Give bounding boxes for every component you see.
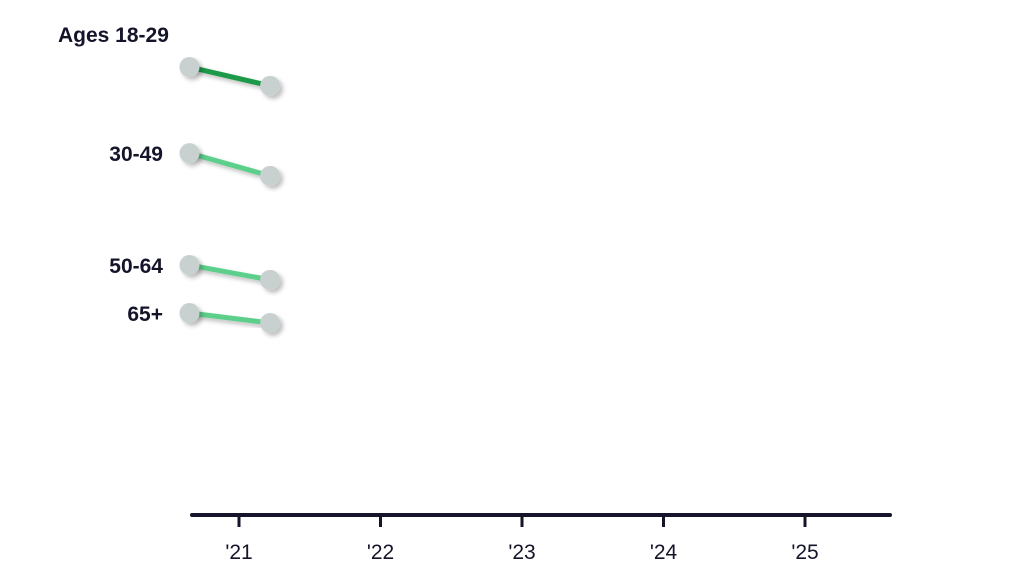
x-tick-label: '25 [791,541,818,564]
data-point [260,75,281,96]
data-point [179,255,200,276]
data-point [179,303,200,324]
series-3: 65+ [127,303,281,333]
data-point [260,312,281,333]
series-0: Ages 18-29 [58,24,281,96]
series-layer: Ages 18-29 30-49 50-64 65+ [58,24,281,333]
x-tick-label: '21 [225,541,252,564]
data-point [260,165,281,186]
series-label: 65+ [127,303,163,326]
data-point [179,57,200,78]
series-2: 50-64 [109,255,281,290]
series-line [188,150,271,179]
x-tick-label: '23 [508,541,535,564]
series-line [188,64,271,89]
x-tick-label: '22 [367,541,394,564]
series-line [189,262,271,283]
series-label: Ages 18-29 [58,24,169,47]
x-tick-label: '24 [650,541,678,564]
series-label: 30-49 [109,143,163,166]
data-point [260,269,281,290]
series-line [189,310,271,326]
series-1: 30-49 [109,143,281,186]
x-axis: '21 '22 '23 '24 '25 [190,513,892,564]
series-label: 50-64 [109,255,163,278]
data-point [179,143,200,164]
